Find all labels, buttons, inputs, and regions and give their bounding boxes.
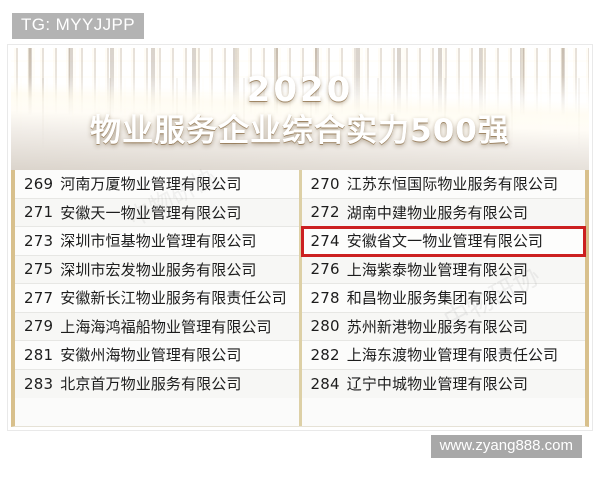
rank-number: 280	[310, 317, 340, 336]
table-row[interactable]: 280 苏州新港物业服务有限公司	[301, 312, 585, 341]
rank-number: 281	[24, 345, 54, 364]
rank-number: 282	[310, 345, 340, 364]
company-name: 上海海鸿福船物业管理有限公司	[60, 318, 272, 336]
rank-number: 269	[24, 174, 54, 193]
table-row[interactable]: 274 安徽省文一物业管理有限公司	[300, 226, 586, 257]
table-row[interactable]: 273 深圳市恒基物业管理有限公司	[15, 227, 299, 256]
banner-barcode-texture	[11, 48, 589, 116]
table-row[interactable]: 269 河南万厦物业管理有限公司	[15, 170, 299, 199]
table-row[interactable]: 279 上海海鸿福船物业管理有限公司	[15, 312, 299, 341]
company-name: 安徽新长江物业服务有限责任公司	[60, 290, 287, 308]
banner-text-block: 2020 物业服务企业综合实力500强	[11, 48, 589, 170]
table-row[interactable]: 283 北京首万物业服务有限公司	[15, 369, 299, 398]
ranking-poster: 2020 物业服务企业综合实力500强 中物研协 269河南万厦物业管理有限公司…	[8, 45, 592, 430]
company-name: 河南万厦物业管理有限公司	[60, 176, 242, 194]
company-name: 湖南中建物业服务有限公司	[346, 204, 528, 222]
rank-number: 283	[24, 374, 54, 393]
company-name: 安徽天一物业管理有限公司	[60, 204, 242, 222]
gold-banner: 2020 物业服务企业综合实力500强	[11, 48, 589, 170]
rank-number: 284	[310, 374, 340, 393]
rank-number: 272	[310, 203, 340, 222]
table-row[interactable]: 276 上海紫泰物业管理有限公司	[301, 255, 585, 284]
company-name: 和昌物业服务集团有限公司	[346, 290, 528, 308]
table-row[interactable]: 284 辽宁中城物业管理有限公司	[301, 369, 585, 398]
banner-year: 2020	[246, 70, 354, 110]
rank-number: 276	[310, 260, 340, 279]
table-row[interactable]: 281 安徽州海物业管理有限公司	[15, 341, 299, 370]
rank-number: 277	[24, 288, 54, 307]
rank-number: 270	[310, 174, 340, 193]
company-name: 北京首万物业服务有限公司	[60, 376, 242, 394]
banner-headline: 物业服务企业综合实力500强	[90, 113, 510, 149]
table-row[interactable]: 277 安徽新长江物业服务有限责任公司	[15, 284, 299, 313]
ranking-column-right: 270 江苏东恒国际物业服务有限公司 272 湖南中建物业服务有限公司 274 安徽省文一…	[298, 170, 586, 426]
rank-number: 273	[24, 231, 54, 250]
table-row[interactable]: 282 上海东渡物业管理有限责任公司	[301, 341, 585, 370]
table-row[interactable]: 272 湖南中建物业服务有限公司	[301, 198, 585, 227]
table-row[interactable]: 275 深圳市宏发物业服务有限公司	[15, 255, 299, 284]
company-name: 深圳市宏发物业服务有限公司	[60, 261, 257, 279]
company-name: 上海东渡物业管理有限责任公司	[346, 347, 559, 365]
company-name: 江苏东恒国际物业服务有限公司	[346, 176, 559, 194]
site-watermark: www.zyang888.com	[430, 434, 582, 458]
company-name: 安徽省文一物业管理有限公司	[346, 233, 544, 251]
company-name: 安徽州海物业管理有限公司	[60, 347, 242, 365]
company-name: 深圳市恒基物业管理有限公司	[60, 233, 257, 251]
channel-watermark: TG: MYYJJPP	[12, 13, 144, 39]
company-name: 上海紫泰物业管理有限公司	[346, 261, 528, 279]
company-name: 辽宁中城物业管理有限公司	[346, 376, 528, 394]
rank-number: 274	[310, 231, 340, 250]
ranking-table: 中物研协 269河南万厦物业管理有限公司271安徽天一物业管理有限公司273深圳…	[11, 164, 589, 427]
table-row[interactable]: 270 江苏东恒国际物业服务有限公司	[301, 170, 585, 199]
rank-number: 275	[24, 260, 54, 279]
table-row[interactable]: 271 安徽天一物业管理有限公司	[15, 198, 299, 227]
banner-streak-texture	[11, 78, 589, 170]
rank-number: 278	[310, 288, 340, 307]
banner-sheen-overlay	[11, 48, 589, 170]
rank-number: 279	[24, 317, 54, 336]
rank-number: 271	[24, 203, 54, 222]
table-row[interactable]: 278 和昌物业服务集团有限公司	[301, 284, 585, 313]
company-name: 苏州新港物业服务有限公司	[346, 318, 528, 336]
ranking-column-left: 269 河南万厦物业管理有限公司 271 安徽天一物业管理有限公司 273 深圳市恒基物业…	[15, 170, 299, 426]
